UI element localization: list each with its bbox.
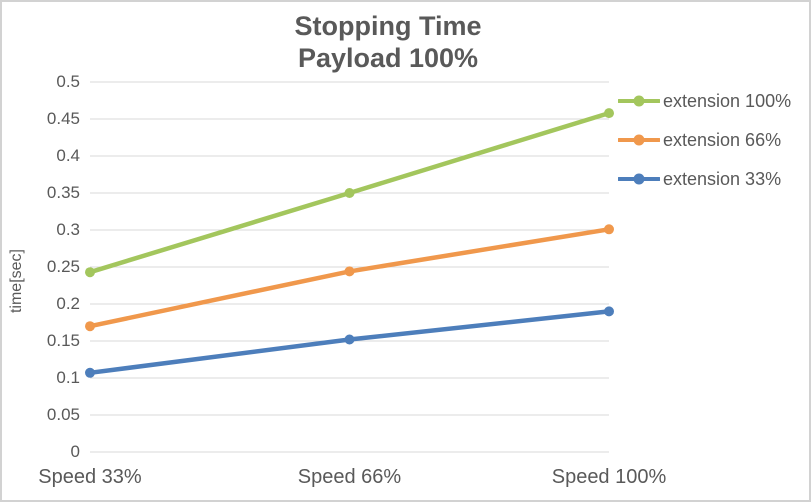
y-axis-ticks: 0.5 0.45 0.4 0.35 0.3 0.25 0.2 0.15 0.1 0.05 0 (2, 72, 80, 461)
legend-item-extension-33-[interactable]: extension 33% (618, 167, 791, 191)
legend: extension 100% extension 66% extension 33% (618, 89, 791, 191)
chart-title-line1: Stopping Time (294, 11, 482, 41)
chart-title: Stopping Time Payload 100% (2, 10, 774, 74)
legend-item-extension-66-[interactable]: extension 66% (618, 128, 791, 152)
y-tick-label: 0.2 (56, 294, 80, 313)
y-tick-label: 0.1 (56, 368, 80, 387)
legend-marker-icon (618, 134, 660, 146)
y-tick-label: 0.4 (56, 146, 80, 165)
legend-label: extension 66% (663, 129, 782, 150)
y-tick-label: 0.3 (56, 220, 80, 239)
y-tick-label: 0.35 (46, 183, 80, 202)
series-line-extension-66- (87, 227, 612, 329)
x-axis-label: Speed 100% (551, 466, 667, 488)
x-axis-labels: Speed 33% Speed 66% Speed 100% (38, 466, 666, 494)
y-tick-label: 0.25 (46, 257, 80, 276)
data-point-marker[interactable] (604, 108, 614, 119)
y-tick-label: 0.5 (56, 72, 80, 91)
legend-item-extension-100-[interactable]: extension 100% (618, 89, 791, 113)
plot-area (85, 81, 614, 453)
data-point-marker[interactable] (344, 334, 355, 345)
data-point-marker[interactable] (85, 367, 95, 378)
data-point-marker[interactable] (85, 321, 95, 332)
y-tick-label: 0.05 (46, 405, 80, 424)
data-point-marker[interactable] (344, 266, 355, 277)
y-tick-label: 0.45 (46, 109, 80, 128)
y-tick-label: 0.15 (46, 331, 80, 350)
data-point-marker[interactable] (85, 267, 95, 278)
legend-marker-icon (618, 173, 660, 185)
x-axis-label: Speed 66% (297, 466, 402, 488)
y-tick-label: 0 (70, 442, 80, 461)
data-point-marker[interactable] (604, 224, 614, 235)
legend-label: extension 100% (663, 90, 792, 111)
data-point-marker[interactable] (604, 306, 614, 317)
chart-title-line2: Payload 100% (297, 43, 479, 73)
legend-label: extension 33% (663, 168, 782, 189)
x-axis-label: Speed 33% (38, 466, 142, 488)
legend-marker-icon (618, 95, 660, 107)
data-point-marker[interactable] (344, 188, 355, 198)
